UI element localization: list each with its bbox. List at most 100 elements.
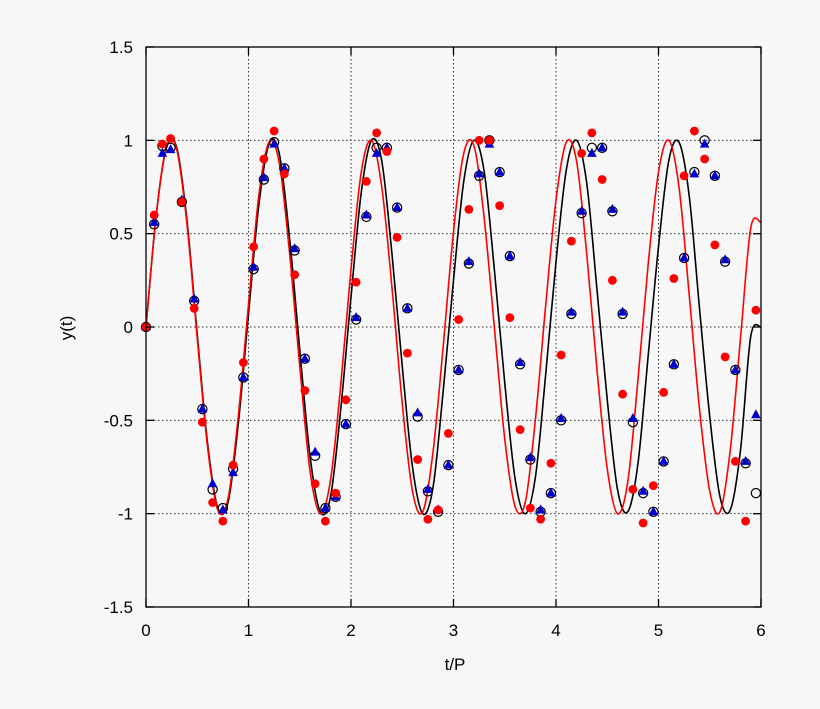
filled-circle-marker (700, 154, 710, 164)
triangle-marker (576, 205, 587, 215)
filled-circle-marker (269, 126, 279, 136)
filled-circle-marker (720, 352, 730, 362)
series-markers (140, 126, 762, 528)
x-tick-label: 0 (141, 621, 150, 640)
filled-circle-marker (279, 169, 289, 179)
filled-circle-marker (443, 429, 453, 438)
red-solid-line-series-line (146, 138, 761, 516)
triangle-marker (689, 168, 700, 178)
filled-circle-marker (320, 516, 330, 526)
filled-circle-marker (166, 134, 176, 143)
triangle-marker (238, 371, 249, 381)
filled-circle-marker (310, 479, 320, 489)
triangle-marker (218, 504, 228, 514)
triangle-marker (443, 459, 454, 469)
y-tick-label: -1 (118, 505, 133, 524)
triangle-marker (453, 364, 464, 374)
filled-circle-marker (741, 516, 751, 526)
filled-circle-marker (382, 147, 392, 156)
filled-circle-marker (341, 395, 351, 405)
filled-circle-marker (566, 236, 576, 246)
filled-circle-marker (505, 313, 515, 323)
triangle-marker (189, 293, 199, 303)
axis-ticks (145, 46, 762, 608)
x-axis-title: t/P (445, 655, 466, 674)
triangle-marker (699, 138, 710, 148)
triangle-marker (505, 250, 515, 260)
filled-circle-marker (218, 516, 228, 526)
grid (146, 47, 761, 607)
triangle-marker (546, 487, 556, 497)
triangle-marker (740, 455, 751, 465)
triangle-marker (269, 138, 279, 148)
triangle-marker (248, 261, 259, 271)
y-tick-label: -1.5 (104, 598, 133, 617)
triangle-marker (300, 353, 310, 363)
y-tick-label: 0 (124, 318, 133, 337)
triangle-marker (392, 202, 402, 212)
filled-circle-marker (484, 135, 494, 145)
filled-circle-marker (577, 149, 587, 158)
triangle-marker (720, 254, 730, 264)
triangle-marker (607, 203, 618, 213)
x-tick-labels: 0 1 2 3 4 5 6 (141, 621, 765, 640)
filled-circle-marker (628, 485, 638, 494)
triangle-marker (710, 170, 720, 180)
triangle-marker (628, 412, 638, 422)
triangle-marker (751, 409, 761, 419)
triangle-marker (556, 412, 566, 422)
filled-circle-marker (238, 358, 248, 367)
series-lines (146, 137, 761, 516)
filled-circle-marker (751, 305, 761, 315)
triangle-marker (535, 504, 546, 514)
triangle-marker (669, 358, 679, 368)
triangle-marker (525, 452, 536, 462)
filled-circle-marker (259, 154, 269, 164)
filled-circle-marker (546, 458, 556, 468)
triangle-marker (597, 142, 607, 152)
triangle-marker (648, 506, 659, 516)
filled-circle-marker (351, 277, 361, 287)
filled-circle-marker (648, 481, 658, 491)
triangle-marker (730, 364, 741, 374)
filled-circle-marker (402, 348, 412, 358)
filled-circle-marker (249, 242, 259, 252)
filled-circle-marker (433, 505, 443, 515)
filled-circle-marker (372, 128, 382, 138)
filled-circle-marker (730, 457, 740, 466)
x-tick-label: 4 (551, 621, 560, 640)
y-tick-labels: 1.5 1 0.5 0 -0.5 -1 -1.5 (104, 38, 133, 617)
triangle-marker (157, 147, 168, 157)
triangle-marker (617, 306, 628, 316)
triangle-marker (341, 418, 351, 428)
filled-circle-marker (149, 210, 159, 220)
triangle-marker (197, 403, 208, 413)
triangle-marker (494, 166, 505, 176)
filled-circle-marker (515, 425, 525, 435)
x-tick-label: 2 (346, 621, 355, 640)
triangle-marker (412, 407, 423, 417)
filled-circle-marker (710, 240, 720, 250)
y-tick-label: 1 (124, 131, 133, 150)
filled-circle-marker (464, 205, 474, 214)
filled-circle-marker (618, 389, 628, 399)
x-tick-label: 6 (756, 621, 765, 640)
triangle-marker (423, 483, 433, 493)
filled-circle-marker (638, 518, 648, 528)
filled-circle-marker (158, 139, 167, 149)
black-solid-line-series-line (146, 137, 761, 516)
triangle-marker (320, 502, 331, 512)
filled-circle-marker (556, 350, 566, 360)
y-tick-label: 1.5 (109, 38, 133, 57)
filled-circle-marker (197, 417, 207, 427)
filled-circle-marker (659, 387, 669, 397)
triangle-marker (310, 446, 320, 456)
filled-circle-marker (423, 514, 433, 524)
triangle-marker (402, 302, 413, 312)
filled-circle-marker (495, 201, 505, 211)
triangle-marker (587, 147, 597, 157)
filled-circle-marker (669, 274, 679, 283)
triangle-marker (371, 147, 382, 157)
triangle-marker (361, 209, 372, 219)
x-tick-label: 3 (449, 621, 458, 640)
